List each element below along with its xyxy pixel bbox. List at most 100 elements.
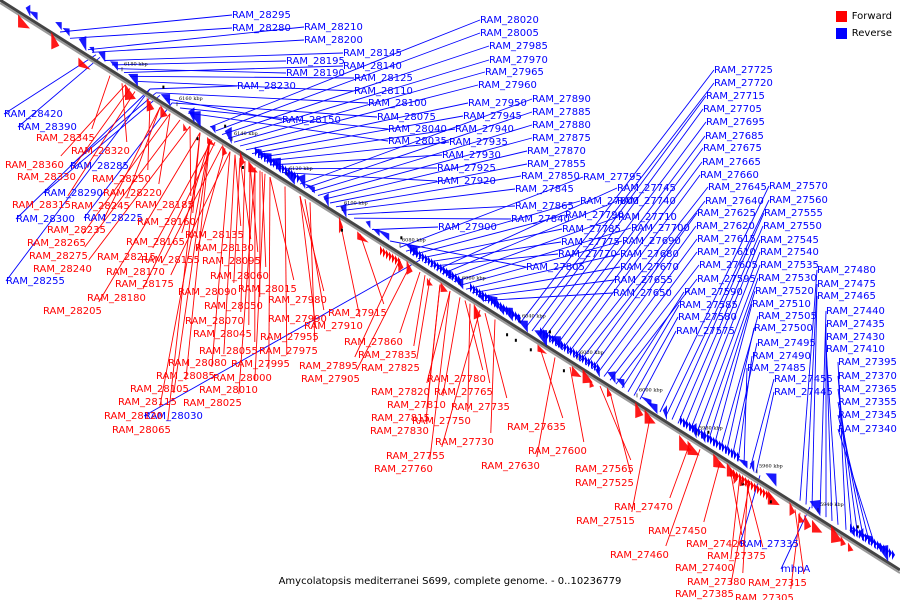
forward-gene-label: RAM_28045: [193, 329, 252, 340]
reverse-gene: [616, 378, 625, 389]
connector-line: [405, 200, 581, 252]
forward-gene: [847, 542, 854, 552]
reverse-gene-label: RAM_28005: [480, 28, 539, 39]
reverse-gene-label: RAM_28210: [304, 22, 363, 33]
reverse-gene: [365, 220, 371, 229]
reverse-gene-label: RAM_27935: [449, 137, 508, 148]
reverse-gene: [482, 290, 485, 301]
reverse-gene-label: RAM_27550: [763, 221, 822, 232]
reverse-gene: [695, 425, 698, 436]
reverse-gene-label: RAM_27950: [468, 98, 527, 109]
reverse-gene-label: RAM_27695: [706, 117, 765, 128]
reverse-gene-label: RAM_27875: [532, 133, 591, 144]
connector-line: [669, 442, 691, 499]
connector-line: [731, 342, 758, 458]
connector-line: [416, 278, 431, 360]
connector-line: [82, 113, 171, 235]
connector-line: [211, 151, 231, 368]
forward-gene: [811, 519, 823, 533]
reverse-gene: [518, 313, 521, 324]
reverse-gene-label: RAM_28075: [377, 112, 436, 123]
forward-gene: [389, 251, 392, 262]
forward-gene: [713, 453, 727, 469]
connector-line: [483, 292, 614, 301]
forward-gene: [383, 247, 386, 258]
reverse-gene: [607, 371, 616, 384]
connector-line: [251, 115, 464, 155]
reverse-gene: [597, 363, 600, 374]
forward-gene: [537, 344, 548, 355]
forward-gene: [789, 501, 796, 516]
connector-line: [615, 278, 698, 385]
connector-line: [249, 164, 259, 253]
reverse-gene-label: RAM_28285: [70, 161, 129, 172]
legend-forward: Forward: [835, 8, 892, 25]
reverse-gene: [62, 28, 70, 37]
reverse-gene: [89, 46, 95, 54]
forward-gene-label: RAM_27820: [371, 387, 430, 398]
connector-line: [411, 214, 566, 256]
reverse-gene-label: RAM_27580: [678, 312, 737, 323]
connector-line: [441, 309, 481, 448]
connector-line: [181, 138, 211, 234]
forward-gene-label: RAM_28130: [195, 243, 254, 254]
connector-line: [703, 461, 721, 523]
connector-line: [739, 475, 761, 545]
reverse-gene: [713, 436, 716, 447]
reverse-gene-label: RAM_27960: [478, 80, 537, 91]
reverse-gene-label: RAM_27790: [565, 210, 624, 221]
connector-line: [309, 202, 316, 343]
connector-line: [155, 92, 369, 104]
connector-line: [233, 71, 486, 143]
forward-gene: [754, 482, 757, 493]
connector-line: [84, 119, 181, 248]
kbp-tick-label: 5940 kbp: [820, 502, 844, 508]
reverse-gene: [210, 125, 216, 134]
forward-gene: [635, 401, 644, 419]
forward-gene-label: RAM_27750: [412, 416, 471, 427]
connector-line: [60, 84, 126, 157]
reverse-gene-label: RAM_27535: [760, 260, 819, 271]
forward-gene-label: RAM_28315: [12, 200, 71, 211]
reverse-gene-label: RAM_27500: [754, 323, 813, 334]
reverse-gene-label: RAM_27640: [705, 196, 764, 207]
connector-line: [323, 150, 528, 200]
connector-line: [170, 151, 231, 276]
forward-gene-label: RAM_28115: [118, 397, 177, 408]
reverse-gene-label: RAM_27795: [583, 172, 642, 183]
reverse-gene: [428, 256, 431, 267]
reverse-gene-label: RAM_28280: [232, 23, 291, 34]
reverse-gene-label: RAM_27775: [561, 237, 620, 248]
reverse-gene: [291, 169, 294, 180]
reverse-gene: [728, 446, 731, 457]
legend: Forward Reverse: [835, 8, 892, 42]
forward-gene: [739, 473, 742, 484]
connector-line: [263, 141, 450, 162]
forward-gene-label: RAM_28240: [33, 264, 92, 275]
connector-line: [627, 304, 680, 392]
reverse-gene: [701, 428, 704, 439]
connector-line: [465, 253, 621, 290]
connector-line: [609, 264, 700, 381]
connector-line: [87, 26, 305, 51]
reverse-gene-label: RAM_27675: [703, 143, 762, 154]
forward-gene-label: RAM_28025: [183, 398, 242, 409]
feature-tick: [162, 85, 165, 89]
reverse-gene: [710, 434, 713, 445]
connector-line: [677, 225, 764, 424]
forward-gene: [760, 486, 763, 497]
forward-label: Forward: [851, 11, 892, 22]
reverse-gene: [270, 156, 273, 166]
connector-line: [158, 113, 171, 185]
reverse-gene: [497, 299, 500, 310]
reverse-gene: [716, 438, 719, 449]
reverse-gene-label: RAM_27570: [769, 181, 828, 192]
reverse-gene-label: RAM_28300: [16, 214, 75, 225]
reverse-gene: [273, 157, 276, 168]
forward-gene: [78, 57, 91, 70]
connector-line: [573, 186, 709, 358]
reverse-gene: [862, 530, 865, 541]
connector-line: [356, 265, 411, 371]
reverse-gene-label: RAM_28230: [237, 81, 296, 92]
connector-line: [347, 205, 516, 215]
